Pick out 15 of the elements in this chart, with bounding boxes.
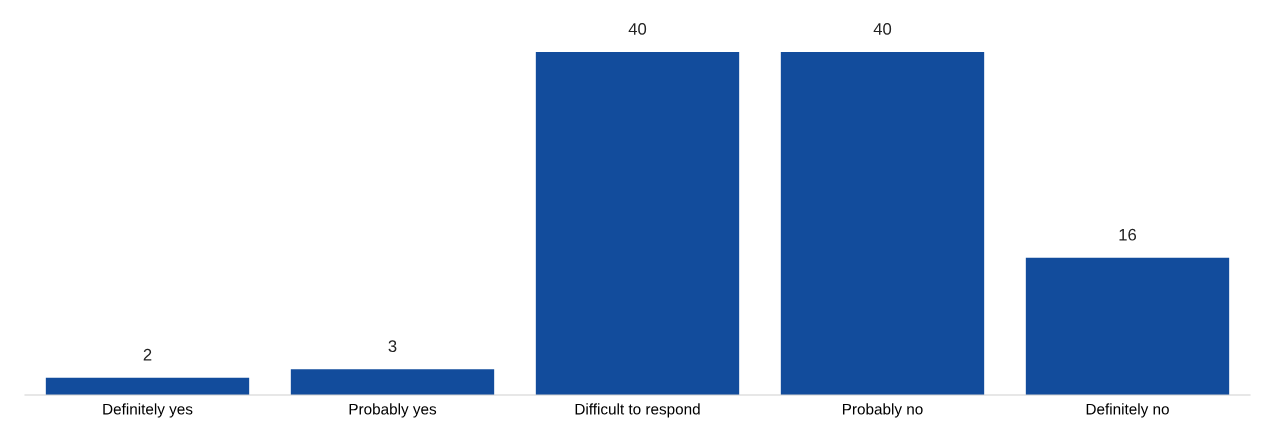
bar [780,51,985,395]
x-tick-label: Probably no [842,403,923,418]
bar [535,51,740,395]
data-label: 40 [873,23,892,35]
data-label: 40 [628,23,647,35]
data-label: 16 [1119,228,1137,241]
data-label: 2 [143,348,152,361]
x-tick-label: Definitely no [1086,403,1169,418]
x-tick-label: Probably yes [349,403,437,418]
bar [1025,257,1230,395]
x-tick-label: Difficult to respond [575,403,700,418]
bar [290,369,495,395]
x-tick-label: Definitely yes [103,403,193,418]
bar [45,377,250,395]
data-label: 3 [388,340,397,353]
